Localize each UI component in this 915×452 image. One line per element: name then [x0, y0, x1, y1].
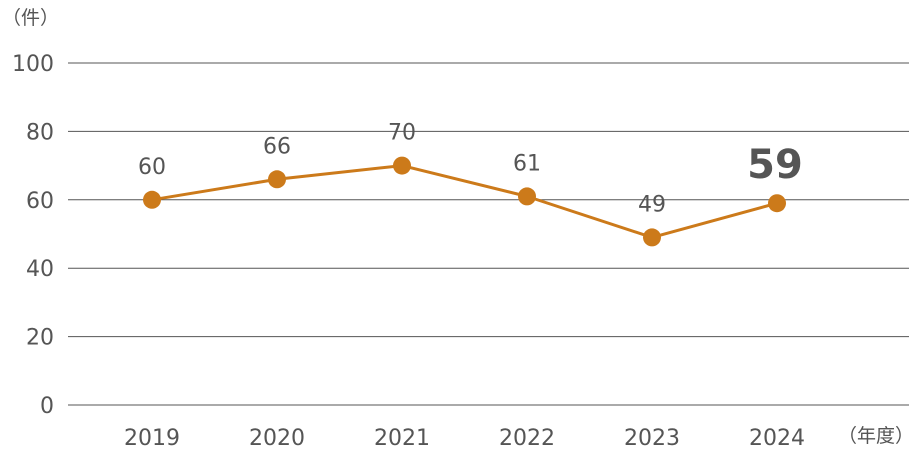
- data-point: [643, 228, 661, 247]
- data-point: [768, 194, 786, 213]
- data-point: [143, 190, 161, 209]
- y-tick-label: 20: [26, 326, 54, 351]
- y-axis-ticks: 0 20 40 60 80 100: [12, 52, 54, 419]
- gridlines: [68, 62, 909, 406]
- data-label: 66: [263, 134, 291, 159]
- y-tick-label: 60: [26, 189, 54, 214]
- y-tick-label: 40: [26, 257, 54, 282]
- data-point: [518, 187, 536, 206]
- data-label: 49: [638, 192, 666, 217]
- series-line-group: [151, 164, 778, 239]
- y-tick-label: 0: [40, 394, 54, 419]
- series-line: [151, 164, 778, 239]
- y-tick-label: 100: [12, 52, 54, 77]
- data-label: 70: [388, 121, 416, 146]
- data-labels: 60 66 70 61 49 59: [138, 121, 803, 218]
- data-label: 61: [513, 151, 541, 176]
- data-label: 60: [138, 155, 166, 180]
- x-tick-label: 2023: [624, 426, 680, 451]
- data-point: [268, 170, 286, 189]
- x-tick-label: 2021: [374, 426, 430, 451]
- x-axis-unit: （年度）: [838, 425, 914, 447]
- data-label-highlight: 59: [747, 142, 803, 188]
- x-tick-label: 2020: [249, 426, 305, 451]
- x-tick-label: 2019: [124, 426, 180, 451]
- y-axis-unit: （件）: [2, 7, 59, 29]
- x-tick-label: 2024: [749, 426, 805, 451]
- x-tick-label: 2022: [499, 426, 555, 451]
- y-tick-label: 80: [26, 120, 54, 145]
- data-point: [393, 156, 411, 175]
- data-points: [143, 156, 786, 247]
- x-axis-ticks: 2019 2020 2021 2022 2023 2024: [124, 426, 805, 451]
